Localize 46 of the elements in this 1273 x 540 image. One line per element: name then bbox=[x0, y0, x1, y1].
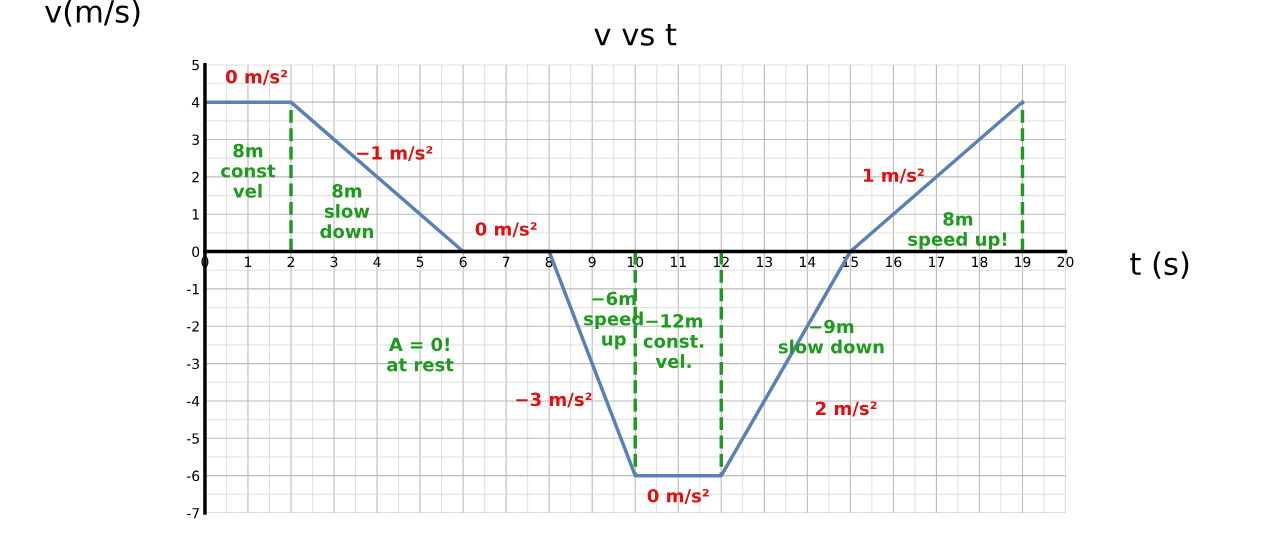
x-tick-label: 16 bbox=[886, 256, 902, 268]
y-tick-label: 3 bbox=[192, 134, 199, 145]
annotation: −3 m/s² bbox=[516, 392, 592, 408]
y-tick-label: -5 bbox=[186, 433, 199, 444]
x-tick-label: 18 bbox=[972, 256, 988, 268]
annotation: 2 m/s² bbox=[816, 401, 877, 417]
x-tick-label: 2 bbox=[287, 256, 295, 267]
x-tick-label: 19 bbox=[1015, 256, 1031, 268]
annotation: 0 m/s² bbox=[225, 69, 288, 85]
annotation: 8m const vel bbox=[221, 143, 276, 198]
x-tick-label: 11 bbox=[670, 256, 686, 267]
y-tick-label: 4 bbox=[191, 97, 200, 108]
x-tick-label: 10 bbox=[627, 256, 644, 268]
annotation: −1 m/s² bbox=[357, 146, 433, 162]
x-tick-label: 17 bbox=[929, 256, 945, 267]
annotation: 1 m/s² bbox=[863, 168, 924, 184]
y-tick-label: -2 bbox=[186, 321, 199, 332]
x-axis-title: t (s) bbox=[1130, 251, 1189, 279]
x-tick-label: 9 bbox=[588, 256, 596, 268]
y-axis-title: v(m/s) bbox=[45, 0, 140, 27]
x-tick-label: 1 bbox=[245, 256, 252, 267]
y-tick-label: -7 bbox=[186, 508, 199, 519]
x-tick-label: 13 bbox=[757, 256, 773, 268]
annotation: −12m const. vel. bbox=[643, 314, 704, 369]
annotation: 0 m/s² bbox=[647, 488, 709, 504]
y-tick-label: 5 bbox=[192, 59, 199, 71]
x-tick-label: 5 bbox=[416, 256, 424, 268]
y-tick-label: 0 bbox=[192, 246, 200, 258]
y-tick-label: -6 bbox=[186, 470, 200, 482]
x-tick-label: 14 bbox=[800, 256, 816, 267]
x-tick-label: 6 bbox=[459, 256, 467, 268]
y-tick-label: -1 bbox=[186, 284, 199, 295]
x-tick-label: 7 bbox=[502, 256, 510, 267]
annotation: A = 0! at rest bbox=[387, 337, 454, 372]
x-tick-label: 20 bbox=[1057, 256, 1074, 268]
chart-title: v vs t bbox=[594, 23, 677, 46]
y-tick-label: -3 bbox=[186, 358, 199, 370]
x-tick-label: 4 bbox=[373, 256, 381, 267]
y-tick-label: 2 bbox=[192, 171, 199, 183]
annotation: 8m slow down bbox=[320, 184, 373, 239]
annotation: 0 m/s² bbox=[475, 222, 537, 238]
annotation: −6m speed up bbox=[584, 291, 643, 350]
y-tick-label: 1 bbox=[192, 209, 199, 220]
annotation: 8m speed up! bbox=[908, 212, 1007, 250]
y-tick-label: -4 bbox=[186, 396, 200, 407]
x-tick-label: 3 bbox=[330, 256, 338, 268]
